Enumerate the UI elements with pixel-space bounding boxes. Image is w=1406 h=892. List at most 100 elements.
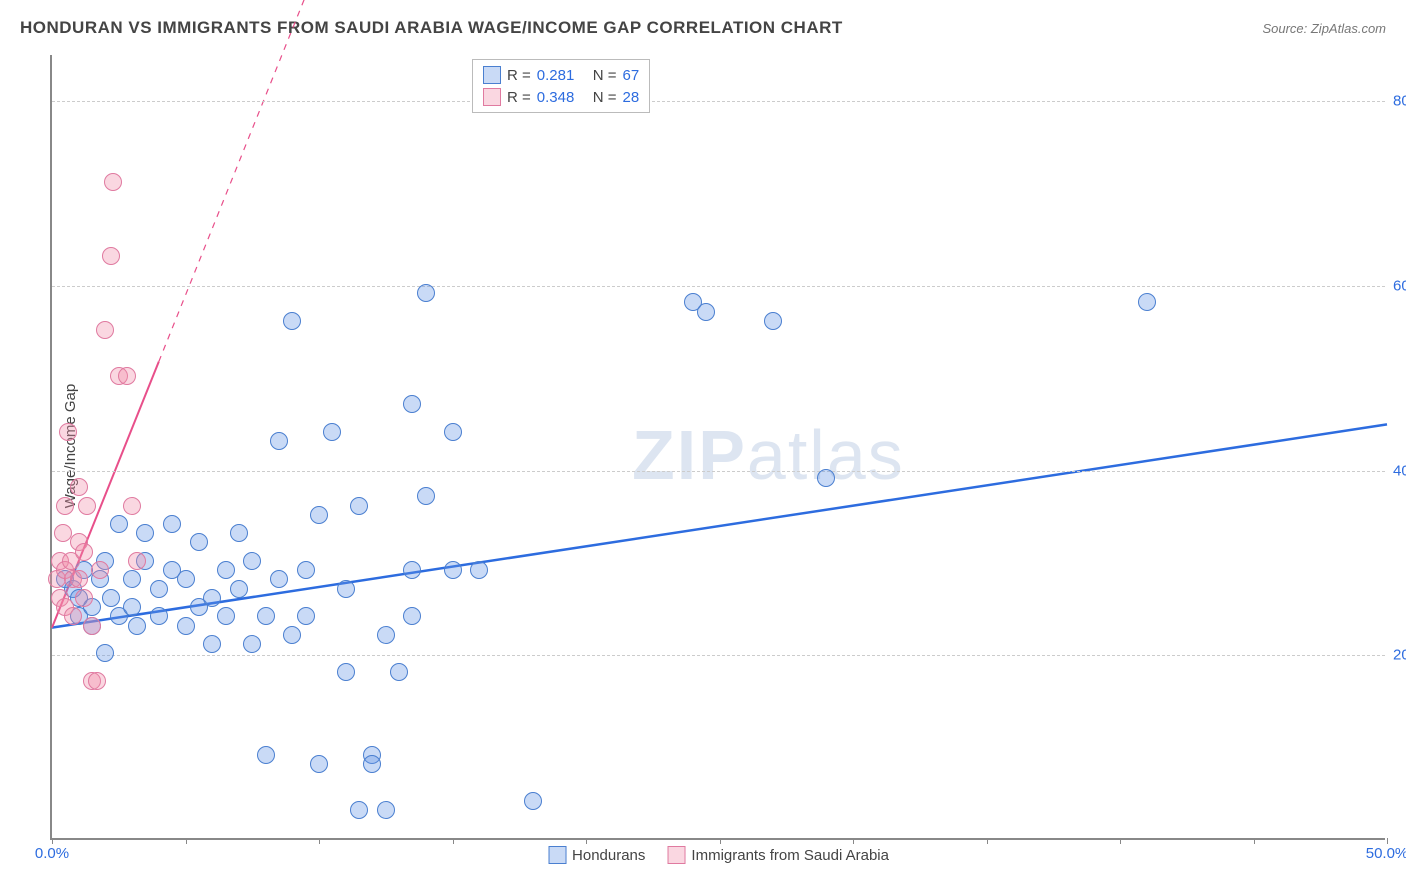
x-tick-mark-minor	[186, 838, 187, 844]
scatter-point	[70, 478, 88, 496]
scatter-point	[96, 644, 114, 662]
scatter-point	[337, 663, 355, 681]
scatter-point	[123, 598, 141, 616]
scatter-point	[59, 423, 77, 441]
n-label: N =	[593, 67, 617, 84]
scatter-point	[110, 515, 128, 533]
scatter-point	[310, 755, 328, 773]
scatter-point	[764, 312, 782, 330]
gridline	[52, 655, 1385, 656]
r-value: 0.281	[537, 67, 587, 84]
scatter-point	[310, 506, 328, 524]
legend-row: R = 0.348 N = 28	[483, 86, 639, 108]
x-tick-mark	[1120, 838, 1121, 844]
scatter-point	[136, 524, 154, 542]
scatter-point	[817, 469, 835, 487]
scatter-point	[270, 432, 288, 450]
scatter-point	[64, 607, 82, 625]
x-tick-mark-minor	[1254, 838, 1255, 844]
r-label: R =	[507, 67, 531, 84]
scatter-point	[323, 423, 341, 441]
scatter-point	[177, 570, 195, 588]
scatter-point	[118, 367, 136, 385]
x-tick-mark-minor	[720, 838, 721, 844]
scatter-point	[128, 552, 146, 570]
watermark: ZIPatlas	[632, 415, 905, 495]
y-tick-label: 80.0%	[1393, 93, 1406, 110]
scatter-point	[75, 543, 93, 561]
n-label: N =	[593, 89, 617, 106]
scatter-point	[230, 524, 248, 542]
chart-header: HONDURAN VS IMMIGRANTS FROM SAUDI ARABIA…	[20, 18, 1386, 38]
scatter-point	[75, 589, 93, 607]
scatter-point	[1138, 293, 1156, 311]
scatter-point	[78, 497, 96, 515]
scatter-plot: ZIPatlas R =0.281N =67R =0.348N =28 Hond…	[50, 55, 1385, 840]
scatter-point	[56, 497, 74, 515]
legend-item: Hondurans	[548, 846, 645, 864]
scatter-point	[283, 626, 301, 644]
scatter-point	[230, 580, 248, 598]
n-value: 28	[623, 89, 640, 106]
scatter-point	[217, 607, 235, 625]
scatter-point	[177, 617, 195, 635]
x-tick-mark	[52, 838, 53, 844]
r-label: R =	[507, 89, 531, 106]
scatter-point	[150, 580, 168, 598]
scatter-point	[403, 607, 421, 625]
scatter-point	[150, 607, 168, 625]
scatter-point	[403, 561, 421, 579]
x-tick-label: 0.0%	[35, 845, 69, 862]
n-value: 67	[623, 67, 640, 84]
scatter-point	[190, 533, 208, 551]
y-tick-label: 60.0%	[1393, 277, 1406, 294]
scatter-point	[70, 570, 88, 588]
x-tick-mark	[853, 838, 854, 844]
correlation-legend: R = 0.281 N = 67 R = 0.348 N = 28	[472, 59, 650, 113]
scatter-point	[444, 561, 462, 579]
legend-swatch	[667, 846, 685, 864]
scatter-point	[102, 589, 120, 607]
scatter-point	[350, 801, 368, 819]
legend-swatch	[483, 66, 501, 84]
x-tick-label: 50.0%	[1366, 845, 1406, 862]
scatter-point	[104, 173, 122, 191]
scatter-point	[257, 607, 275, 625]
scatter-point	[417, 487, 435, 505]
scatter-point	[91, 561, 109, 579]
scatter-point	[102, 247, 120, 265]
scatter-point	[363, 755, 381, 773]
y-tick-label: 40.0%	[1393, 462, 1406, 479]
scatter-point	[377, 801, 395, 819]
x-tick-mark	[1387, 838, 1388, 844]
scatter-point	[297, 607, 315, 625]
scatter-point	[243, 635, 261, 653]
source-label: Source: ZipAtlas.com	[1262, 21, 1386, 36]
scatter-point	[163, 515, 181, 533]
x-tick-mark	[319, 838, 320, 844]
scatter-point	[297, 561, 315, 579]
legend-swatch	[483, 88, 501, 106]
x-tick-mark	[586, 838, 587, 844]
r-value: 0.348	[537, 89, 587, 106]
series-legend: Hondurans Immigrants from Saudi Arabia	[548, 846, 889, 864]
scatter-point	[257, 746, 275, 764]
legend-label: Immigrants from Saudi Arabia	[691, 847, 889, 864]
scatter-point	[123, 570, 141, 588]
trend-lines	[52, 55, 1385, 838]
x-tick-mark-minor	[987, 838, 988, 844]
scatter-point	[96, 321, 114, 339]
scatter-point	[203, 589, 221, 607]
chart-title: HONDURAN VS IMMIGRANTS FROM SAUDI ARABIA…	[20, 18, 843, 38]
scatter-point	[203, 635, 221, 653]
scatter-point	[403, 395, 421, 413]
y-tick-label: 20.0%	[1393, 647, 1406, 664]
scatter-point	[283, 312, 301, 330]
scatter-point	[470, 561, 488, 579]
scatter-point	[524, 792, 542, 810]
gridline	[52, 101, 1385, 102]
scatter-point	[217, 561, 235, 579]
gridline	[52, 286, 1385, 287]
scatter-point	[337, 580, 355, 598]
legend-item: Immigrants from Saudi Arabia	[667, 846, 889, 864]
